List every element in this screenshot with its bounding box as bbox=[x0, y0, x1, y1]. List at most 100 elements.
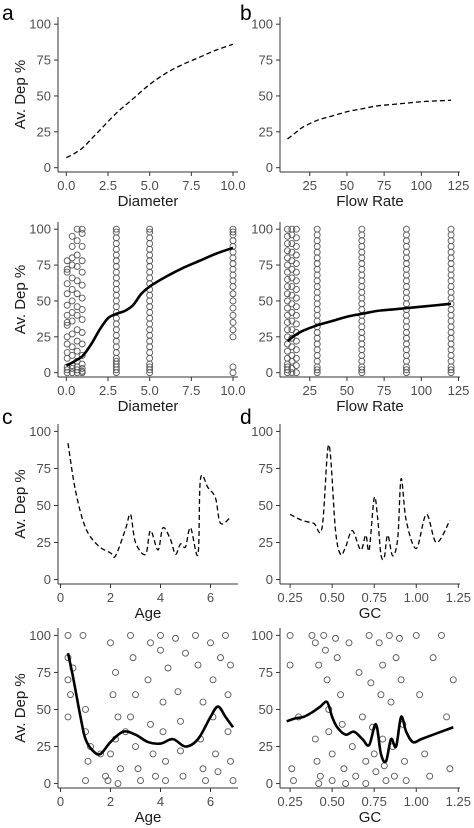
data-point bbox=[402, 777, 410, 785]
data-point bbox=[313, 352, 321, 359]
data-point bbox=[152, 772, 159, 780]
data-point bbox=[402, 277, 410, 285]
data-point bbox=[313, 242, 321, 250]
x-axis-label: Flow Rate bbox=[336, 398, 404, 415]
data-point bbox=[68, 297, 76, 305]
data-point bbox=[68, 286, 76, 293]
x-tick-label: 0 bbox=[57, 590, 64, 605]
data-point bbox=[78, 294, 86, 302]
panel-letter-b: b bbox=[240, 2, 252, 25]
data-point bbox=[337, 691, 345, 699]
data-point bbox=[63, 349, 71, 357]
data-point bbox=[402, 329, 410, 336]
data-point bbox=[372, 768, 380, 776]
data-point bbox=[112, 337, 120, 345]
data-point bbox=[202, 777, 209, 785]
data-point bbox=[63, 321, 71, 329]
dashed-trend-line bbox=[287, 99, 452, 140]
data-point bbox=[288, 300, 296, 308]
data-point bbox=[209, 676, 217, 684]
data-point bbox=[63, 311, 71, 319]
x-tick-label: 1.25 bbox=[446, 590, 471, 605]
data-point bbox=[149, 750, 157, 758]
data-point bbox=[146, 354, 154, 362]
data-point bbox=[146, 225, 154, 233]
data-point bbox=[68, 364, 76, 372]
chart-panel-d-bottom: 0.25 0.50 0.75 1.00 1.25 0 25 50 75 100 GC bbox=[251, 628, 471, 826]
data-point bbox=[146, 331, 154, 339]
data-point bbox=[283, 275, 291, 283]
data-point bbox=[402, 225, 410, 233]
y-axis-label: Av. Dep % bbox=[12, 469, 29, 538]
data-point bbox=[446, 765, 454, 773]
data-point bbox=[402, 242, 410, 250]
data-point bbox=[227, 757, 234, 765]
x-tick-label: 0.0 bbox=[57, 178, 75, 193]
data-point bbox=[78, 364, 86, 372]
data-point bbox=[112, 349, 120, 357]
x-tick-label: 0.50 bbox=[319, 590, 344, 605]
data-point bbox=[112, 280, 120, 288]
data-point bbox=[402, 288, 410, 296]
x-tick-label: 5.0 bbox=[141, 178, 159, 193]
x-tick-label: 100 bbox=[410, 383, 432, 398]
y-tick-label: 50 bbox=[37, 88, 51, 103]
panel-letter-a: a bbox=[2, 2, 14, 25]
data-point bbox=[402, 317, 410, 325]
data-point bbox=[323, 676, 331, 684]
data-point bbox=[146, 291, 154, 299]
data-point bbox=[229, 254, 237, 262]
data-point bbox=[358, 294, 366, 302]
data-point bbox=[68, 330, 76, 338]
data-point bbox=[229, 248, 237, 256]
y-tick-label: 100 bbox=[251, 424, 273, 439]
data-point bbox=[313, 248, 321, 256]
data-point bbox=[292, 320, 300, 328]
y-tick-label: 75 bbox=[259, 461, 273, 476]
x-tick-label: 50 bbox=[340, 383, 354, 398]
panel-letter-c: c bbox=[2, 406, 13, 429]
data-point bbox=[421, 750, 429, 758]
x-tick-label: 2 bbox=[107, 794, 114, 809]
data-point bbox=[429, 654, 437, 662]
data-point bbox=[146, 363, 154, 371]
data-point bbox=[308, 631, 316, 639]
data-point bbox=[146, 308, 154, 316]
data-point bbox=[447, 294, 455, 302]
x-axis-label: Diameter bbox=[118, 193, 179, 210]
y-tick-label: 100 bbox=[251, 628, 273, 643]
x-tick-label: 0 bbox=[57, 794, 64, 809]
y-axis-label: Av. Dep % bbox=[12, 60, 29, 129]
data-point bbox=[227, 661, 234, 669]
dashed-trend-line bbox=[289, 444, 451, 561]
data-point bbox=[112, 240, 120, 247]
data-point bbox=[325, 728, 333, 736]
data-point bbox=[447, 334, 455, 342]
data-point bbox=[174, 688, 182, 696]
data-point bbox=[107, 750, 114, 758]
data-point bbox=[172, 634, 179, 642]
data-point bbox=[67, 691, 74, 699]
chart-panel-b-bottom: 25 50 75 100 125 0 25 50 75 100 Flow Rate bbox=[251, 222, 469, 415]
data-point bbox=[447, 237, 455, 245]
data-point bbox=[358, 283, 366, 291]
data-point bbox=[447, 346, 455, 354]
y-tick-label: 0 bbox=[266, 572, 273, 587]
x-axis-label: Diameter bbox=[118, 398, 179, 415]
data-point bbox=[63, 301, 71, 309]
data-point bbox=[78, 230, 86, 237]
data-point bbox=[402, 294, 410, 302]
data-point bbox=[447, 311, 455, 319]
data-point bbox=[283, 283, 291, 291]
data-point bbox=[292, 242, 300, 250]
data-point bbox=[229, 237, 237, 245]
data-point bbox=[447, 317, 455, 325]
data-point bbox=[447, 366, 455, 374]
data-point bbox=[112, 228, 120, 236]
data-point bbox=[134, 765, 142, 773]
data-point bbox=[338, 720, 346, 728]
x-tick-label: 2.5 bbox=[99, 383, 117, 398]
data-point bbox=[112, 297, 120, 305]
y-tick-label: 75 bbox=[37, 461, 51, 476]
data-point bbox=[63, 268, 71, 276]
